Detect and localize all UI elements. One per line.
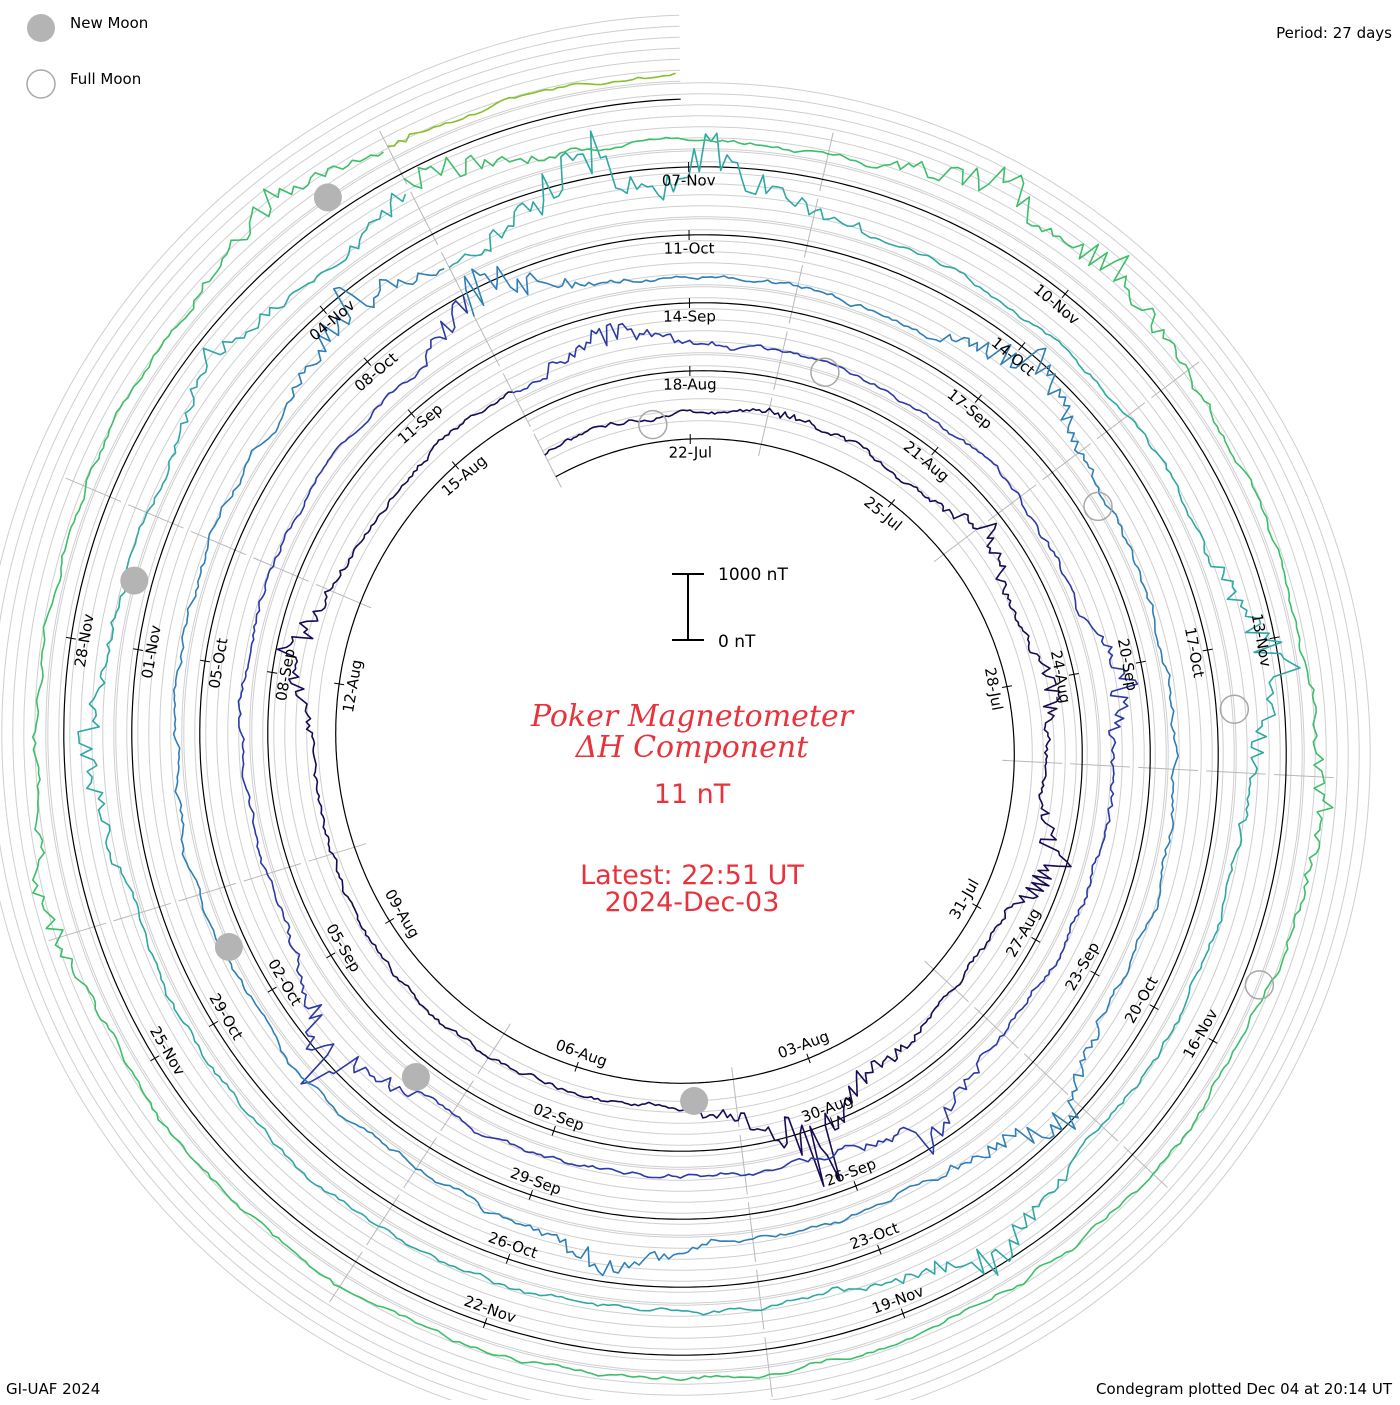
radial-spoke [380,131,407,184]
date-tick-mark [1032,937,1041,942]
scale-bar-top-label: 1000 nT [718,565,788,585]
date-tick-label: 14-Sep [663,307,716,325]
radial-spoke [503,373,530,427]
radial-spoke [934,526,982,562]
date-tick-label: 06-Aug [553,1036,609,1071]
radial-spoke [804,199,818,257]
period-label: Period: 27 days [1276,24,1392,42]
date-tick-label: 27-Aug [1002,905,1044,960]
date-tick-label: 03-Aug [775,1027,831,1062]
date-tick-label: 11-Oct [664,239,715,257]
latest-date: 2024-Dec-03 [605,887,780,918]
date-tick-label: 19-Nov [870,1282,927,1318]
date-tick-mark [151,1056,160,1061]
date-tick-label: 28-Nov [71,612,98,668]
date-tick-mark [327,953,336,958]
radial-spoke [411,192,438,245]
date-tick-label: 07-Nov [662,171,716,189]
date-tick-label: 05-Oct [205,637,231,690]
radial-spoke [330,1252,363,1302]
date-tick-mark [385,918,394,923]
date-tick-mark [209,1021,218,1026]
new-moon-legend-icon [27,14,55,42]
date-tick-mark [1209,1038,1218,1043]
date-tick-mark [1062,290,1068,298]
date-tick-label: 01-Nov [138,624,165,680]
date-tick-label: 25-Jul [860,493,905,535]
new-moon-marker [680,1087,708,1115]
chart-subtitle: ΔH Component [575,730,809,765]
date-tick-label: 15-Aug [438,452,490,500]
footer-plot-time: Condegram plotted Dec 04 at 20:14 UT [1096,1380,1393,1398]
full-moon-legend-icon [27,70,55,98]
date-tick-label: 23-Sep [1061,939,1103,994]
date-tick-label: 18-Aug [663,375,717,393]
date-tick-label: 09-Aug [381,886,424,941]
radial-spoke [441,1081,474,1131]
radial-spoke [774,331,788,390]
new-moon-marker [120,567,148,595]
date-tick-label: 14-Oct [988,334,1039,380]
date-tick-mark [1150,1005,1159,1010]
date-tick-label: 05-Sep [322,921,364,976]
radial-spoke [975,1007,1019,1048]
radial-spoke [1074,1100,1118,1141]
footer-credit: GI-UAF 2024 [6,1380,100,1398]
date-tick-mark [268,987,277,992]
date-tick-label: 12-Aug [339,658,366,714]
radial-spoke [534,434,561,488]
radial-spoke [759,398,773,456]
scale-bar-bottom-label: 0 nT [718,632,756,652]
date-tick-label: 08-Oct [351,349,402,396]
radial-spoke [789,265,803,324]
full-moon-legend-label: Full Moon [70,70,141,88]
date-tick-mark [975,395,981,403]
date-tick-mark [1091,971,1100,976]
scale-value: 11 nT [654,779,731,810]
radial-spoke [309,844,366,862]
date-tick-label: 29-Sep [508,1164,564,1199]
radial-spoke [478,1024,511,1074]
date-tick-mark [888,500,894,508]
radial-spoke [472,313,499,366]
date-tick-label: 29-Oct [205,990,246,1043]
date-tick-label: 31-Jul [946,876,983,923]
date-tick-label: 23-Oct [847,1219,901,1254]
radial-spoke [1024,1054,1068,1095]
date-tick-label: 02-Sep [531,1100,587,1135]
date-tick-label: 26-Sep [823,1155,879,1190]
date-tick-label: 16-Nov [1179,1006,1221,1062]
date-tick-label: 22-Nov [462,1292,519,1327]
scale-bar [672,574,704,640]
new-moon-marker [215,933,243,961]
date-tick-mark [1019,343,1025,351]
date-tick-label: 20-Oct [1121,973,1162,1026]
radial-spoke [820,133,834,192]
date-tick-label: 25-Nov [146,1023,189,1079]
date-tick-label: 28-Jul [981,666,1006,712]
date-tick-label: 22-Jul [669,443,713,461]
new-moon-marker [314,183,342,211]
chart-title: Poker Magnetometer [530,699,855,734]
date-tick-label: 26-Oct [486,1228,540,1262]
new-moon-legend-label: New Moon [70,14,148,32]
radial-spoke [367,1195,400,1245]
date-tick-mark [972,904,981,909]
new-moon-marker [402,1063,430,1091]
